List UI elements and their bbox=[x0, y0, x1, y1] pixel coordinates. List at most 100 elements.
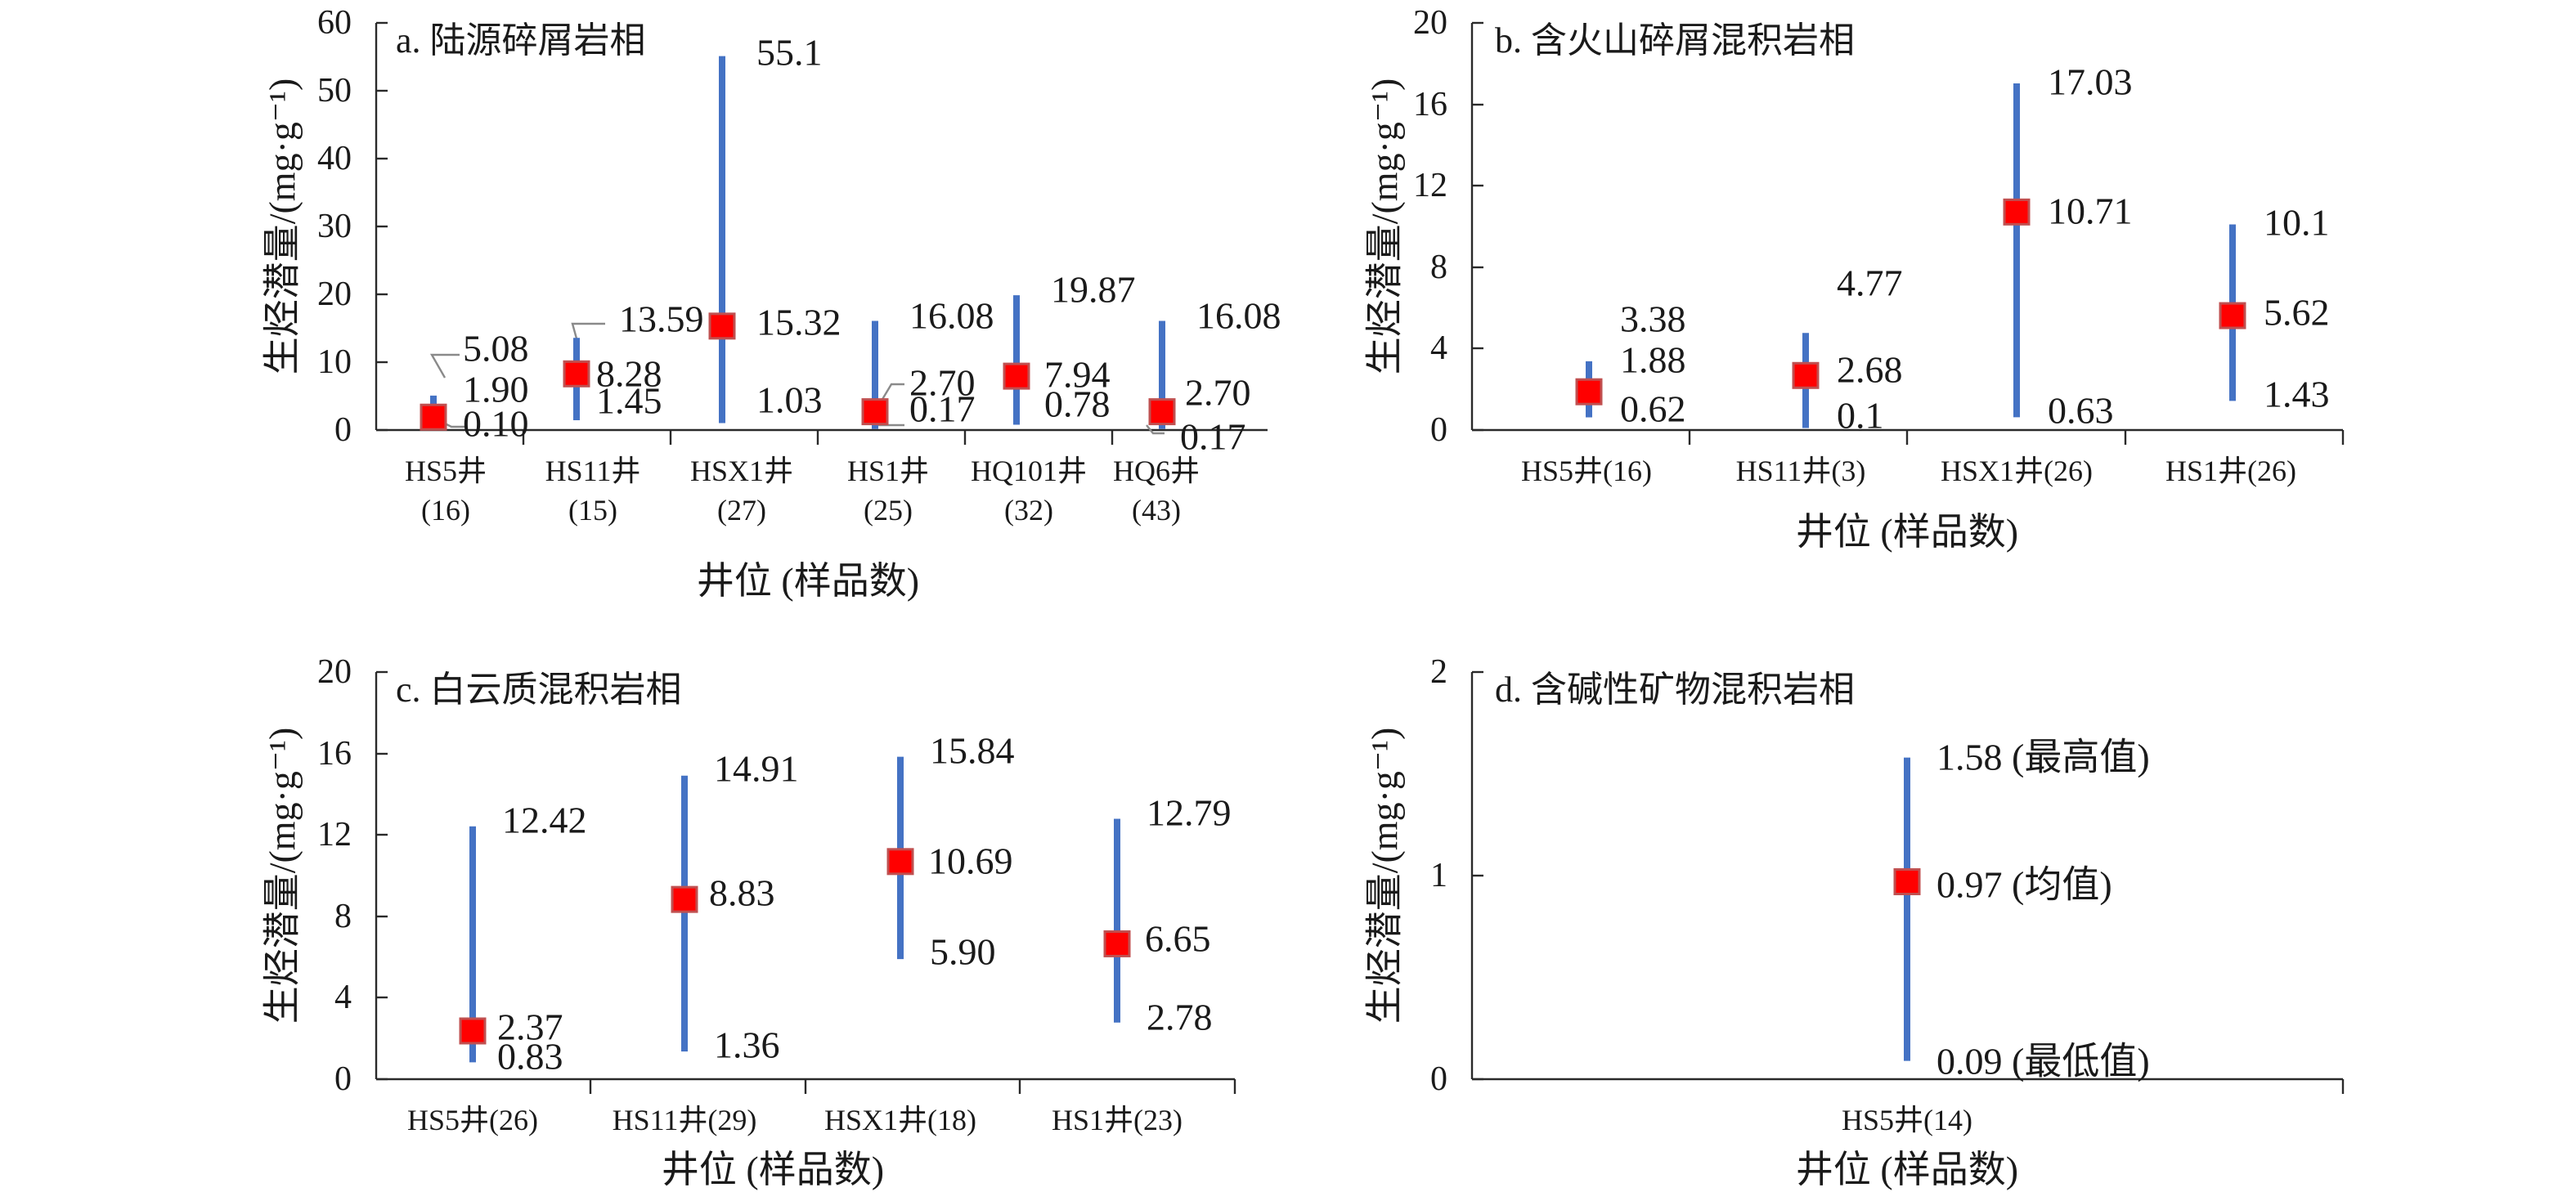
y-tick-label: 0 bbox=[1430, 1060, 1447, 1098]
min-value-label: 0.83 bbox=[497, 1036, 563, 1078]
mean-value-label: 5.62 bbox=[2264, 292, 2330, 334]
y-tick-label: 40 bbox=[317, 140, 352, 177]
x-category-label: HSX1井 bbox=[690, 455, 793, 487]
panel-a-x-labels: HS5井 (16) HS11井 (15) HSX1井 (27) HS1井 (25… bbox=[405, 455, 1200, 527]
panel-d-y-ticks: 2 1 0 bbox=[1430, 653, 1483, 1098]
panel-c-y-ticks: 20 16 12 8 4 0 bbox=[317, 653, 388, 1098]
x-category-label: HS1井(26) bbox=[2165, 455, 2296, 487]
mean-value-label: 1.90 bbox=[463, 369, 529, 410]
min-value-label: 0.10 bbox=[463, 403, 529, 445]
leader-line bbox=[429, 353, 460, 379]
x-category-count: (25) bbox=[864, 494, 913, 527]
x-category-count: (43) bbox=[1132, 494, 1181, 527]
panel-b-title: b. 含火山碎屑混积岩相 bbox=[1495, 20, 1855, 60]
x-category-label: HS5井 bbox=[405, 455, 487, 487]
mean-value-label: 2.68 bbox=[1837, 349, 1903, 391]
max-value-label: 12.42 bbox=[502, 800, 587, 841]
max-value-label: 12.79 bbox=[1147, 792, 1232, 834]
x-category-label: HS11井(3) bbox=[1736, 455, 1866, 487]
mean-marker bbox=[2003, 198, 2031, 226]
y-tick-label: 0 bbox=[334, 1060, 352, 1098]
chart-marks: 5.081.900.1013.598.281.4555.115.321.0316… bbox=[420, 32, 2330, 1082]
x-category-label: HS5井(26) bbox=[407, 1104, 538, 1136]
mean-value-label: 2.37 bbox=[497, 1006, 563, 1048]
panel-d: 2 1 0 d. 含碱性矿物混积岩相 生烃潜量/(mg·g⁻¹) HS5井(14… bbox=[1364, 653, 2345, 1190]
mean-marker bbox=[1148, 398, 1176, 426]
panel-a-x-ticks bbox=[522, 430, 1114, 445]
mean-marker bbox=[886, 848, 914, 876]
panel-b: 20 16 12 8 4 0 b. 含火山碎屑混积岩相 生烃潜量/(mg·g⁻¹… bbox=[1364, 4, 2345, 553]
x-category-label: HS5井(16) bbox=[1521, 455, 1652, 487]
panel-a: 60 50 40 30 20 10 0 a. 陆源碎屑岩相 生烃潜量/(mg·g… bbox=[262, 4, 1268, 602]
mean-value-label: 1.88 bbox=[1620, 339, 1686, 381]
y-tick-label: 20 bbox=[1413, 4, 1447, 42]
min-value-label: 1.36 bbox=[714, 1024, 780, 1066]
min-value-label: 1.45 bbox=[596, 380, 662, 422]
panel-c: 20 16 12 8 4 0 c. 白云质混积岩相 生烃潜量/(mg·g⁻¹) … bbox=[262, 653, 1236, 1190]
mean-value-label: 0.97 (均值) bbox=[1936, 864, 2112, 906]
max-value-label: 13.59 bbox=[619, 298, 704, 340]
panel-b-x-ticks bbox=[1688, 430, 2345, 445]
mean-marker bbox=[708, 312, 736, 340]
panel-c-x-ticks bbox=[589, 1079, 1236, 1094]
max-value-label: 1.58 (最高值) bbox=[1936, 737, 2150, 778]
leader-line bbox=[571, 322, 605, 339]
panel-c-x-labels: HS5井(26) HS11井(29) HSX1井(18) HS1井(23) bbox=[407, 1104, 1183, 1136]
y-tick-label: 12 bbox=[1413, 167, 1447, 204]
panel-b-y-axis-title: 生烃潜量/(mg·g⁻¹) bbox=[1364, 78, 1406, 375]
max-value-label: 16.08 bbox=[909, 295, 994, 337]
mean-marker bbox=[1003, 362, 1030, 390]
panel-d-y-axis-title: 生烃潜量/(mg·g⁻¹) bbox=[1364, 728, 1406, 1024]
min-value-label: 0.78 bbox=[1044, 383, 1111, 425]
y-tick-label: 4 bbox=[334, 979, 352, 1016]
mean-value-label: 6.65 bbox=[1145, 918, 1211, 960]
min-value-label: 0.1 bbox=[1837, 395, 1884, 437]
y-tick-label: 20 bbox=[317, 653, 352, 691]
panel-b-y-ticks: 20 16 12 8 4 0 bbox=[1413, 4, 1483, 449]
x-category-label: HS1井 bbox=[847, 455, 929, 487]
y-tick-label: 16 bbox=[317, 735, 352, 773]
x-category-count: (16) bbox=[421, 494, 470, 527]
mean-value-label: 8.28 bbox=[596, 353, 662, 395]
x-category-label: HSX1井(18) bbox=[824, 1104, 976, 1136]
y-tick-label: 16 bbox=[1413, 86, 1447, 123]
max-value-label: 55.1 bbox=[756, 32, 823, 74]
panel-a-x-axis-title: 井位 (样品数) bbox=[697, 560, 919, 602]
y-tick-label: 60 bbox=[317, 4, 352, 42]
min-value-label: 0.17 bbox=[909, 388, 976, 430]
y-tick-label: 0 bbox=[334, 411, 352, 449]
panel-a-title: a. 陆源碎屑岩相 bbox=[396, 20, 646, 60]
max-value-label: 19.87 bbox=[1051, 269, 1136, 311]
y-tick-label: 0 bbox=[1430, 411, 1447, 449]
panel-b-x-axis-title: 井位 (样品数) bbox=[1796, 511, 2018, 553]
mean-marker bbox=[671, 885, 698, 913]
y-tick-label: 1 bbox=[1430, 857, 1447, 894]
min-value-label: 2.78 bbox=[1147, 997, 1213, 1038]
mean-value-label: 2.70 bbox=[1185, 372, 1251, 414]
mean-value-label: 2.70 bbox=[909, 362, 976, 404]
max-value-label: 17.03 bbox=[2048, 61, 2133, 103]
x-category-label: HS1井(23) bbox=[1052, 1104, 1183, 1136]
max-value-label: 4.77 bbox=[1837, 262, 1903, 304]
panel-d-title: d. 含碱性矿物混积岩相 bbox=[1495, 670, 1855, 710]
y-tick-label: 10 bbox=[317, 343, 352, 381]
mean-marker bbox=[1792, 361, 1820, 389]
x-category-label: HQ6井 bbox=[1113, 455, 1200, 487]
min-value-label: 0.63 bbox=[2048, 390, 2114, 432]
max-value-label: 3.38 bbox=[1620, 298, 1686, 340]
x-category-label: HSX1井(26) bbox=[1941, 455, 2093, 487]
y-tick-label: 8 bbox=[334, 898, 352, 935]
panel-c-x-axis-title: 井位 (样品数) bbox=[662, 1149, 884, 1190]
mean-marker bbox=[861, 398, 889, 426]
y-tick-label: 4 bbox=[1430, 329, 1447, 367]
min-value-label: 5.90 bbox=[930, 931, 996, 973]
y-tick-label: 12 bbox=[317, 816, 352, 854]
max-value-label: 5.08 bbox=[463, 328, 529, 370]
mean-marker bbox=[1893, 867, 1921, 895]
mean-marker bbox=[459, 1017, 487, 1045]
leader-line bbox=[1146, 424, 1165, 435]
mean-value-label: 7.94 bbox=[1044, 354, 1111, 396]
max-value-label: 15.84 bbox=[930, 730, 1015, 772]
max-value-label: 10.1 bbox=[2264, 202, 2330, 244]
